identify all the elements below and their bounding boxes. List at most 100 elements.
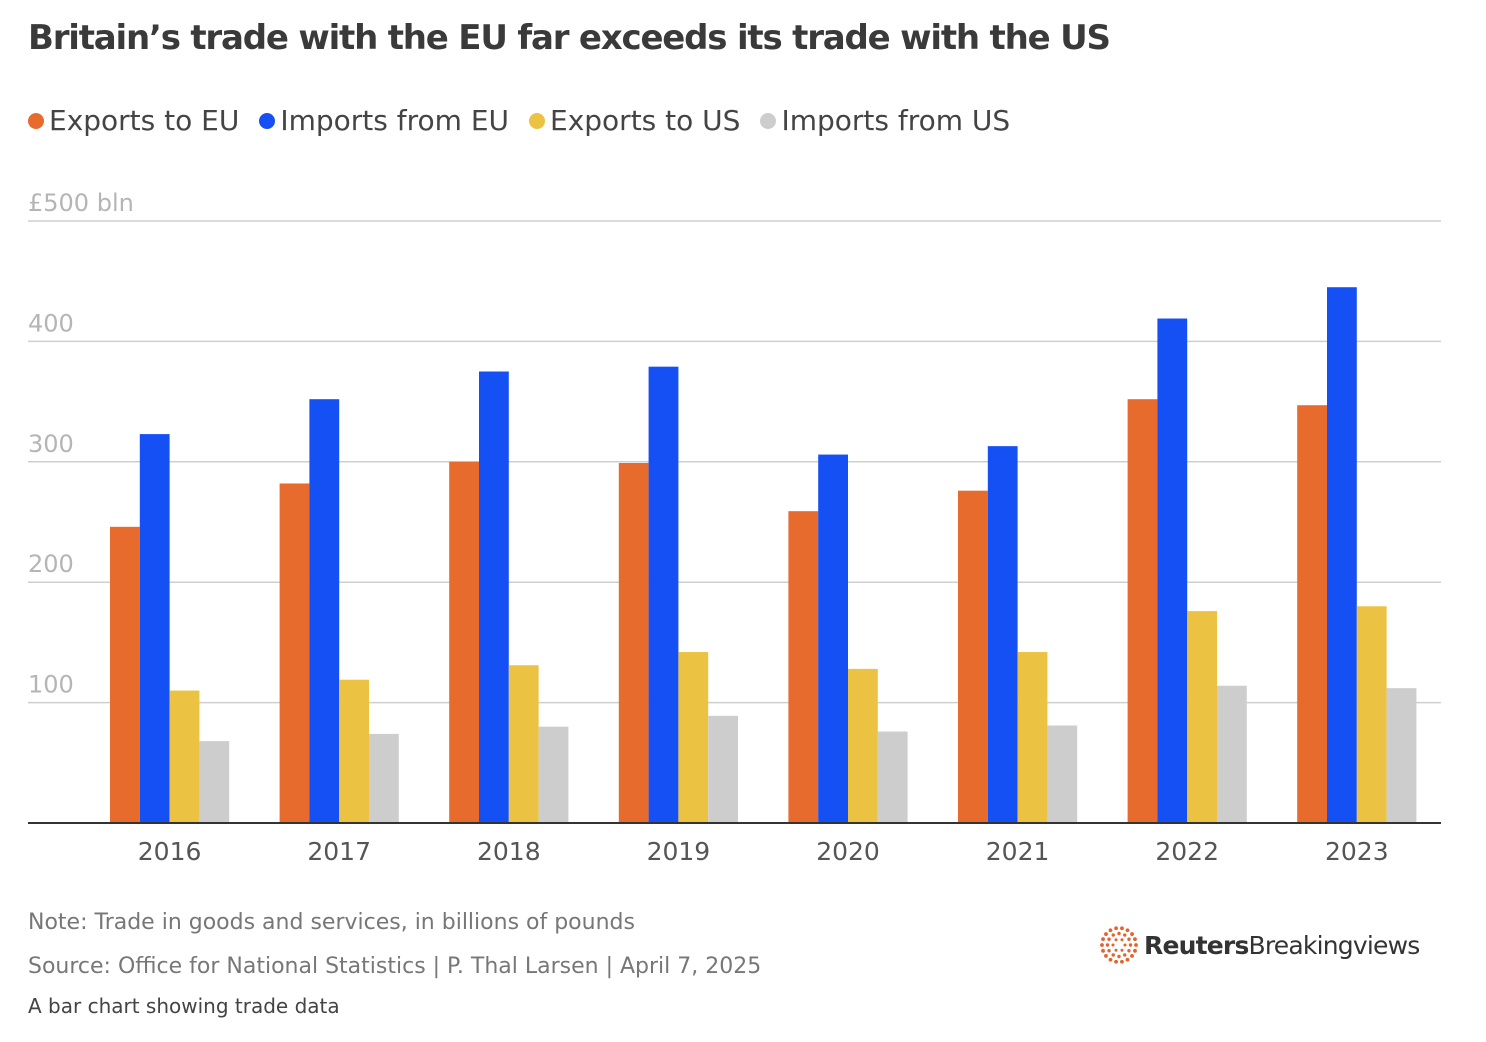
legend-item-exports-us: Exports to US	[529, 104, 740, 137]
legend-swatch-exports-us	[529, 112, 546, 129]
logo-dot	[1134, 943, 1138, 947]
logo-dot	[1104, 932, 1108, 936]
bar-imports-from-eu-2018	[479, 371, 509, 823]
logo-dot	[1125, 928, 1130, 933]
logo-dot	[1123, 933, 1127, 937]
x-tick-label-2020: 2020	[816, 837, 880, 866]
reuters-logo-icon	[1100, 926, 1138, 964]
logo-dot	[1114, 926, 1118, 931]
logo-dot	[1120, 926, 1124, 931]
chart-legend: Exports to EU Imports from EU Exports to…	[28, 104, 1030, 137]
bar-imports-from-us-2020	[877, 731, 908, 823]
bar-imports-from-eu-2023	[1327, 287, 1357, 824]
logo-dot	[1101, 948, 1105, 953]
logo-dot	[1108, 957, 1113, 962]
bar-exports-to-eu-2018	[449, 461, 479, 823]
legend-label-imports-us: Imports from US	[781, 104, 1011, 137]
logo-dot	[1101, 937, 1105, 942]
bar-imports-from-us-2016	[199, 741, 230, 823]
logo-dot	[1123, 943, 1127, 947]
logo-dot	[1120, 938, 1124, 942]
bar-imports-from-us-2017	[369, 733, 399, 823]
bar-imports-from-eu-2022	[1157, 318, 1188, 823]
logo-dot	[1105, 943, 1110, 947]
logo-dot	[1114, 948, 1118, 952]
bar-imports-from-us-2019	[708, 715, 738, 823]
logo-dot	[1111, 933, 1115, 937]
logo-dot	[1111, 953, 1115, 957]
bar-exports-to-eu-2021	[958, 490, 988, 823]
legend-swatch-exports-eu	[28, 112, 44, 129]
logo-dot	[1120, 959, 1124, 964]
logo-dot	[1117, 931, 1121, 936]
bar-exports-to-us-2022	[1187, 611, 1217, 823]
bar-exports-to-eu-2016	[110, 526, 140, 823]
bar-imports-from-us-2022	[1217, 685, 1247, 823]
bar-exports-to-us-2020	[848, 668, 878, 823]
logo-dot	[1111, 943, 1115, 947]
legend-swatch-imports-us	[760, 112, 777, 129]
legend-item-imports-us: Imports from US	[760, 104, 1010, 137]
bar-exports-to-eu-2023	[1297, 405, 1327, 823]
logo-dot	[1114, 959, 1118, 964]
legend-item-exports-eu: Exports to EU	[28, 104, 239, 137]
y-tick-label-300: 300	[28, 430, 74, 458]
logo-dot	[1127, 937, 1131, 941]
legend-label-exports-us: Exports to US	[550, 104, 741, 137]
x-tick-label-2022: 2022	[1155, 837, 1219, 866]
legend-label-imports-eu: Imports from EU	[280, 104, 510, 137]
bar-imports-from-us-2023	[1386, 688, 1417, 823]
brand-logo-lockup: Reuters Breakingviews	[1098, 924, 1421, 966]
logo-dot	[1130, 954, 1134, 958]
bar-imports-from-eu-2020	[818, 454, 848, 823]
x-tick-label-2018: 2018	[477, 837, 541, 866]
legend-label-exports-eu: Exports to EU	[49, 104, 240, 137]
bar-exports-to-us-2016	[169, 690, 200, 823]
logo-dot	[1123, 953, 1127, 957]
bar-imports-from-us-2018	[538, 726, 569, 823]
bar-exports-to-eu-2022	[1127, 399, 1158, 823]
logo-dot	[1107, 949, 1111, 953]
bar-exports-to-eu-2020	[788, 511, 819, 823]
bar-imports-from-eu-2019	[648, 366, 679, 823]
logo-dot	[1108, 928, 1113, 933]
bar-exports-to-eu-2019	[618, 463, 649, 823]
chart-title: Britain’s trade with the EU far exceeds …	[28, 18, 1111, 58]
bar-exports-to-us-2018	[508, 665, 539, 823]
brand-product: Breakingviews	[1248, 930, 1421, 960]
logo-dot	[1128, 943, 1133, 947]
footer-source: Source: Office for National Statistics |…	[28, 954, 762, 979]
logo-dot	[1107, 937, 1111, 941]
y-tick-label-500: £500 bln	[28, 189, 134, 217]
x-tick-label-2021: 2021	[986, 837, 1050, 866]
y-tick-label-200: 200	[28, 550, 74, 578]
bar-chart: 100 200 300 400 £500 bln 2016 2017 2018 2019 2020…	[28, 189, 1441, 866]
bar-imports-from-us-2021	[1047, 725, 1078, 823]
bar-exports-to-us-2017	[339, 679, 369, 823]
bar-exports-to-us-2021	[1017, 652, 1048, 823]
logo-dot	[1130, 932, 1134, 936]
bar-exports-to-us-2019	[678, 652, 709, 823]
x-tick-label-2019: 2019	[647, 837, 711, 866]
brand-name: Reuters	[1144, 930, 1249, 960]
y-tick-label-100: 100	[28, 671, 74, 699]
legend-item-imports-eu: Imports from EU	[259, 104, 509, 137]
bar-exports-to-eu-2017	[279, 483, 310, 823]
footer-note: Note: Trade in goods and services, in bi…	[28, 910, 635, 935]
logo-dot	[1104, 954, 1108, 958]
logo-dot	[1120, 948, 1124, 952]
logo-dot	[1114, 938, 1118, 942]
logo-dot	[1133, 937, 1137, 942]
bar-imports-from-eu-2021	[987, 446, 1018, 823]
logo-dot	[1125, 957, 1130, 962]
logo-dot	[1133, 948, 1137, 953]
bar-exports-to-us-2023	[1356, 606, 1387, 823]
x-tick-label-2016: 2016	[138, 837, 202, 866]
logo-dot	[1100, 943, 1104, 947]
x-tick-label-2023: 2023	[1325, 837, 1389, 866]
y-tick-label-400: 400	[28, 309, 74, 337]
bar-imports-from-eu-2017	[309, 399, 340, 823]
x-tick-label-2017: 2017	[307, 837, 371, 866]
chart-description: A bar chart showing trade data	[28, 994, 340, 1018]
logo-dot	[1127, 949, 1131, 953]
